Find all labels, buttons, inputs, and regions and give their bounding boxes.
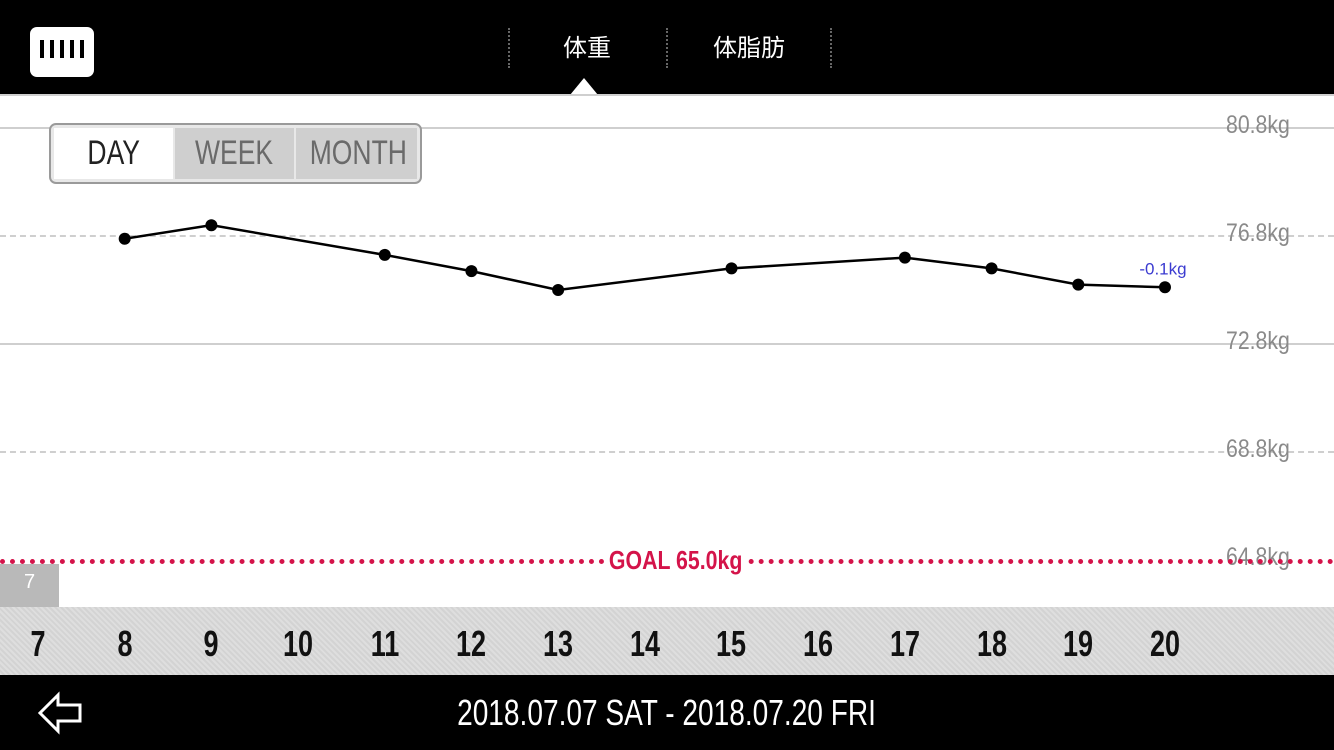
x-tick-label[interactable]: 11 [370,623,400,664]
day-button-label: DAY [87,134,140,172]
data-point[interactable] [725,262,738,275]
x-tick-label[interactable]: 17 [889,623,920,664]
gridline [0,343,1334,345]
y-tick-label: 80.8kg [1226,111,1290,139]
back-arrow-icon[interactable] [36,691,84,735]
chart-plot: -0.1kg [118,219,1187,296]
weight-chart: 80.8kg 76.8kg 72.8kg 68.8kg 64.8kg -0.1kg GO… [0,94,1334,607]
x-tick-label[interactable]: 16 [803,623,834,664]
y-tick-label: 68.8kg [1226,435,1290,463]
month-button[interactable]: MONTH [296,128,417,179]
x-tick-label[interactable]: 14 [629,623,660,664]
period-selector: DAY WEEK MONTH [49,123,422,184]
date-range-text: 2018.07.07 SAT - 2018.07.20 FRI [457,692,877,733]
day-button[interactable]: DAY [54,128,175,179]
x-tick-label[interactable]: 19 [1063,623,1094,664]
gridline [0,127,1334,129]
data-point[interactable] [465,265,478,278]
x-tick-label[interactable]: 20 [1149,623,1180,664]
y-tick-label: 64.8kg [1226,543,1290,571]
weight-line [124,223,1166,292]
data-point[interactable] [1158,281,1171,294]
y-tick-label: 76.8kg [1226,219,1290,247]
data-point[interactable] [378,248,391,261]
top-bar: 体重 体脂肪 [0,0,1334,95]
data-point[interactable] [985,262,998,275]
tab-divider [508,28,510,68]
x-tick-label[interactable]: 15 [716,623,747,664]
x-axis-strip[interactable]: 7 8 9 10 11 12 13 14 15 16 17 18 19 20 [0,607,1334,675]
gridline [0,235,1334,237]
tab-weight[interactable]: 体重 [563,34,611,62]
data-point[interactable] [1072,278,1085,291]
gridline [0,451,1334,453]
x-tick-label[interactable]: 13 [543,623,574,664]
date-range: 2018.07.07 SAT - 2018.07.20 FRI [0,675,1334,750]
x-tick-label[interactable]: 18 [976,623,1007,664]
bottom-bar: 2018.07.07 SAT - 2018.07.20 FRI [0,675,1334,750]
data-point[interactable] [552,284,565,296]
week-button-label: WEEK [195,134,274,172]
month-button-label: MONTH [309,134,407,172]
data-point[interactable] [205,219,218,232]
chart-top-border [0,94,1334,96]
metric-tabs: 体重 体脂肪 [508,0,832,94]
x-tick-label[interactable]: 10 [283,623,314,664]
x-tick-label[interactable]: 12 [456,623,487,664]
change-annotation: -0.1kg [1139,259,1186,278]
tab-divider [666,28,668,68]
goal-label: GOAL 65.0kg [604,543,748,577]
week-badge: 7 [0,564,59,607]
scale-ruler-icon[interactable] [30,27,94,77]
data-point[interactable] [118,232,131,245]
x-tick-label[interactable]: 8 [117,623,133,664]
tab-body-fat[interactable]: 体脂肪 [713,34,785,62]
x-tick-label[interactable]: 7 [30,623,46,664]
data-point[interactable] [898,251,911,264]
week-button[interactable]: WEEK [175,128,296,179]
x-tick-label[interactable]: 9 [203,623,219,664]
y-tick-label: 72.8kg [1226,327,1290,355]
active-tab-indicator [570,78,598,95]
tab-divider [830,28,832,68]
